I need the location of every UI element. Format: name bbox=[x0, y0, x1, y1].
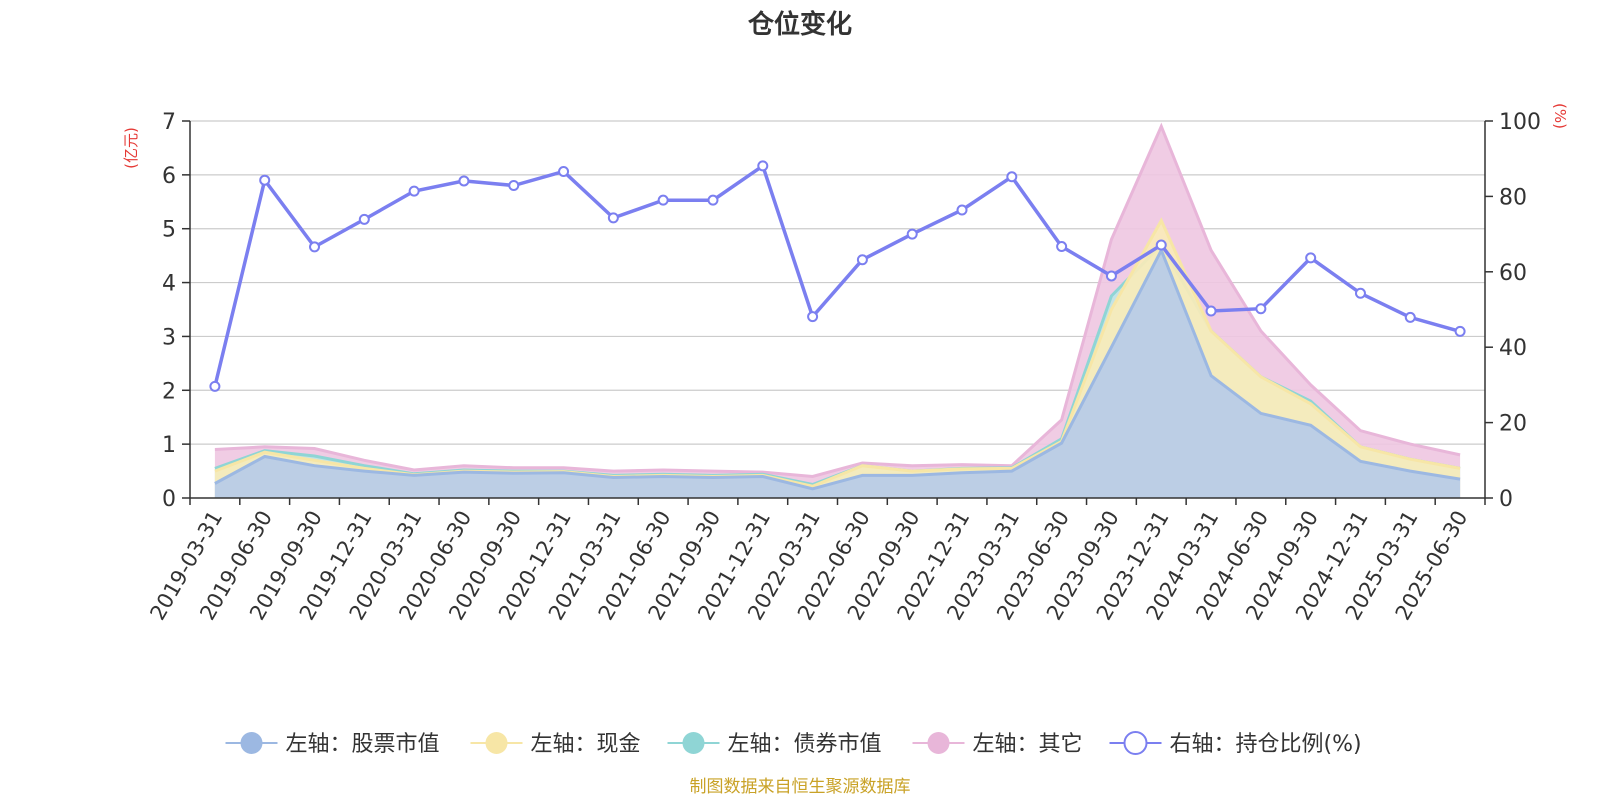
right-axis-unit: (%) bbox=[1551, 103, 1569, 129]
area-series-layer bbox=[214, 122, 1461, 499]
right-axis-tick-label: 20 bbox=[1499, 412, 1527, 437]
holding-ratio-line bbox=[213, 163, 1461, 387]
holding-ratio-point bbox=[1155, 239, 1167, 251]
holding-ratio-point bbox=[906, 228, 918, 240]
legend: 左轴：股票市值 左轴：现金 左轴：债券市值 左轴：其它 右轴：持仓比例(%) bbox=[225, 731, 1362, 757]
holding-ratio-point bbox=[807, 311, 819, 323]
holding-ratio-point bbox=[309, 241, 321, 253]
legend-swatch-marker bbox=[1123, 731, 1148, 755]
right-axis-tick-label: 40 bbox=[1499, 336, 1527, 361]
right-axis-tick-label: 100 bbox=[1499, 110, 1541, 135]
holding-ratio-point bbox=[856, 254, 868, 266]
area-line bbox=[214, 122, 1461, 479]
axes: 012345670204060801002019-03-312019-06-30… bbox=[145, 110, 1541, 624]
holding-ratio-point bbox=[1354, 287, 1366, 299]
left-axis-tick-label: 2 bbox=[162, 379, 176, 404]
holding-ratio-point bbox=[1305, 252, 1317, 264]
holding-ratio-point bbox=[1404, 311, 1416, 323]
holding-ratio-point bbox=[757, 160, 769, 172]
left-axis-tick-label: 6 bbox=[162, 164, 176, 189]
holding-ratio-point bbox=[707, 194, 719, 206]
left-axis-tick-label: 4 bbox=[162, 272, 176, 297]
source-note: 制图数据来自恒生聚源数据库 bbox=[690, 777, 911, 797]
holding-ratio-point bbox=[657, 194, 669, 206]
chart-title: 仓位变化 bbox=[747, 9, 852, 40]
legend-swatch-marker bbox=[240, 732, 263, 754]
holding-ratio-point bbox=[1454, 325, 1466, 337]
holding-ratio-point bbox=[458, 175, 470, 187]
holding-ratio-point bbox=[558, 166, 570, 178]
legend-label: 左轴：股票市值 bbox=[286, 732, 440, 757]
left-axis-tick-label: 5 bbox=[162, 218, 176, 243]
area-line bbox=[214, 246, 1461, 491]
area-fill bbox=[214, 250, 1461, 498]
left-axis-tick-label: 7 bbox=[162, 110, 176, 135]
legend-swatch-marker bbox=[927, 732, 950, 754]
grid-lines bbox=[190, 120, 1485, 445]
holding-ratio-point bbox=[508, 179, 520, 191]
holding-ratio-point bbox=[1255, 303, 1267, 315]
holding-ratio-point bbox=[1006, 171, 1018, 183]
left-axis-tick-label: 1 bbox=[162, 433, 176, 458]
holding-ratio-point bbox=[209, 380, 221, 392]
holding-ratio-point bbox=[607, 212, 619, 224]
legend-label: 左轴：现金 bbox=[531, 732, 641, 757]
holding-ratio-point bbox=[956, 204, 968, 216]
holding-ratio-point bbox=[1205, 305, 1217, 317]
holding-ratio-point bbox=[358, 213, 370, 225]
left-axis-tick-label: 0 bbox=[162, 487, 176, 512]
right-axis-tick-label: 60 bbox=[1499, 261, 1527, 286]
left-axis-tick-label: 3 bbox=[162, 325, 176, 350]
legend-label: 左轴：债券市值 bbox=[728, 732, 882, 757]
holding-ratio-point bbox=[259, 174, 271, 186]
holding-ratio-point bbox=[1056, 241, 1068, 253]
right-axis-tick-label: 80 bbox=[1499, 185, 1527, 210]
right-axis-tick-label: 0 bbox=[1499, 487, 1513, 512]
left-axis-unit: (亿元) bbox=[122, 127, 140, 169]
holding-ratio-point bbox=[408, 185, 420, 197]
line-series-layer bbox=[209, 160, 1466, 392]
holding-ratio-point bbox=[1105, 270, 1117, 282]
legend-swatch-marker bbox=[682, 732, 705, 754]
legend-label: 右轴：持仓比例(%) bbox=[1170, 732, 1362, 757]
legend-swatch-marker bbox=[485, 732, 508, 754]
legend-label: 左轴：其它 bbox=[973, 732, 1083, 757]
